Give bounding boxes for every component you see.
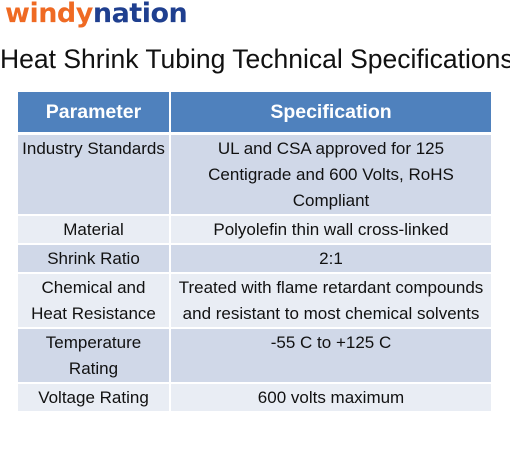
parameter-cell: Chemical and Heat Resistance [18,273,171,329]
table-row-chemical-heat-resistance: Chemical and Heat Resistance Treated wit… [18,273,491,329]
parameter-cell: Shrink Ratio [18,244,171,274]
parameter-cell: Material [18,215,171,245]
specification-cell: 2:1 [170,244,491,274]
table-row-material: Material Polyolefin thin wall cross-link… [18,215,491,245]
parameter-cell: Voltage Rating [18,383,171,413]
spec-table: Parameter Specification Industry Standar… [18,92,491,413]
header-specification: Specification [170,92,491,135]
specification-cell: Treated with flame retardant compounds a… [170,273,491,329]
table-row-industry-standards: Industry Standards UL and CSA approved f… [18,133,491,216]
specification-cell: UL and CSA approved for 125 Centigrade a… [170,133,491,216]
specification-cell: -55 C to +125 C [170,328,491,384]
logo-windy-text: windy [5,0,93,29]
windynation-logo: windynation [5,0,188,32]
logo-nation-text: nation [92,0,188,29]
header-parameter: Parameter [18,92,171,135]
page-title: Heat Shrink Tubing Technical Specificati… [0,44,510,74]
table-row-voltage-rating: Voltage Rating 600 volts maximum [18,383,491,413]
specification-cell: 600 volts maximum [170,383,491,413]
parameter-cell: Industry Standards [18,133,171,216]
table-row-shrink-ratio: Shrink Ratio 2:1 [18,244,491,274]
parameter-cell: Temperature Rating [18,328,171,384]
specification-cell: Polyolefin thin wall cross-linked [170,215,491,245]
table-header-row: Parameter Specification [18,92,491,135]
table-row-temperature-rating: Temperature Rating -55 C to +125 C [18,328,491,384]
